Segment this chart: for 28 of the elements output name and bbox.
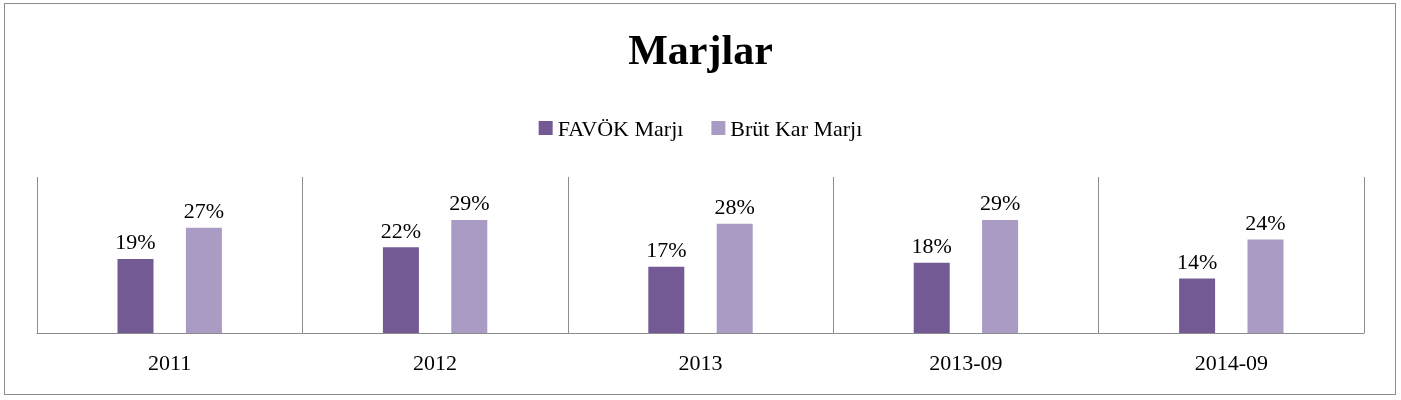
data-label: 29% (979, 190, 1021, 216)
legend-label: Brüt Kar Marjı (730, 115, 863, 141)
x-tick-label: 2013 (678, 349, 723, 375)
x-tick-label: 2011 (148, 349, 192, 375)
bar (648, 266, 685, 333)
data-label: 19% (115, 229, 156, 255)
x-tick-label: 2013-09 (929, 349, 1003, 375)
bar (1247, 239, 1284, 333)
data-label: 22% (380, 217, 422, 243)
bar (451, 219, 488, 333)
data-label: 18% (911, 233, 952, 259)
x-tick-label: 2012 (413, 349, 458, 375)
data-label: 17% (646, 237, 687, 263)
bar (382, 247, 419, 333)
bar (716, 223, 753, 333)
bar (1179, 278, 1216, 333)
data-label: 14% (1176, 248, 1218, 274)
bar (117, 258, 154, 333)
chart-title: Marjlar (628, 27, 773, 73)
x-tick-label: 2014-09 (1194, 349, 1268, 375)
bar (185, 227, 222, 333)
data-label: 27% (183, 198, 225, 224)
bar (913, 262, 950, 333)
data-label: 24% (1245, 209, 1286, 235)
data-label: 28% (714, 194, 755, 220)
bar (982, 219, 1019, 333)
data-label: 29% (449, 190, 490, 216)
legend-label: FAVÖK Marjı (557, 115, 684, 141)
